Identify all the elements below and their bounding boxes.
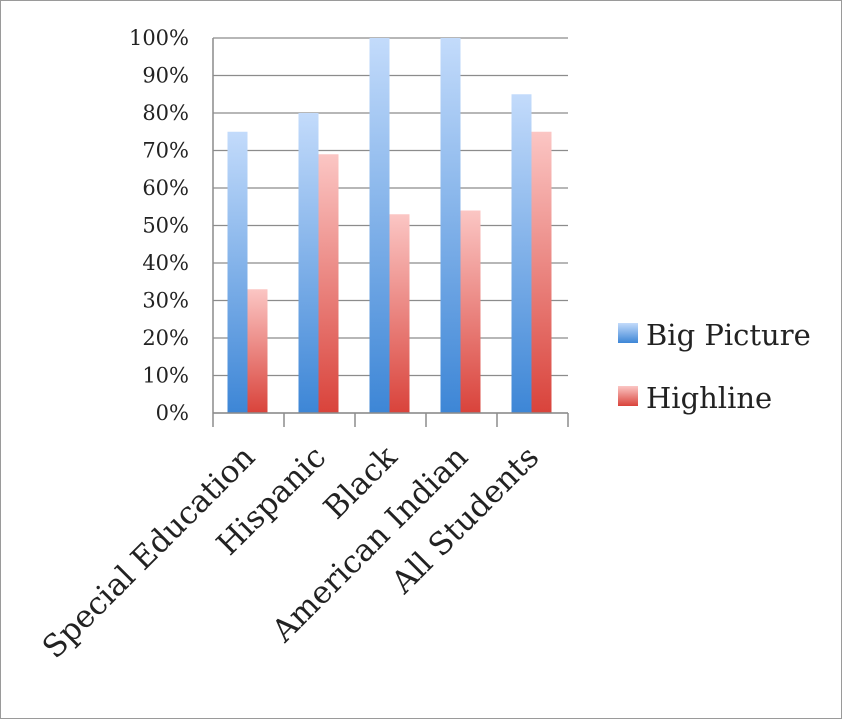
bar-big-picture-american-indian: [440, 38, 461, 413]
y-tick-label: 60%: [142, 176, 189, 200]
legend-swatch-big-picture: [618, 323, 638, 343]
y-tick-label: 20%: [142, 326, 189, 350]
y-tick-label: 50%: [142, 214, 189, 238]
y-tick-label: 30%: [142, 289, 189, 313]
bar-big-picture-hispanic: [298, 113, 319, 413]
bar-highline-black: [389, 214, 410, 413]
y-tick-label: 70%: [142, 139, 189, 163]
bar-big-picture-all-students: [511, 94, 532, 413]
bar-highline-american-indian: [460, 210, 481, 413]
legend: Big Picture Highline: [618, 318, 811, 415]
y-tick-label: 80%: [142, 101, 189, 125]
bar-highline-all-students: [531, 131, 552, 413]
bars: [227, 38, 552, 413]
axes: [212, 38, 569, 427]
legend-label-highline: Highline: [646, 381, 772, 415]
bar-big-picture-black: [369, 38, 390, 413]
y-tick-label: 100%: [129, 26, 189, 50]
legend-label-big-picture: Big Picture: [646, 318, 811, 352]
y-tick-label: 90%: [142, 64, 189, 88]
y-tick-label: 0%: [156, 401, 189, 425]
y-tick-label: 40%: [142, 251, 189, 275]
y-tick-labels: 0% 10% 20% 30% 40% 50% 60% 70% 80% 90% 100%: [129, 26, 189, 425]
bar-big-picture-special-education: [227, 131, 248, 413]
bar-highline-hispanic: [318, 154, 339, 413]
legend-swatch-highline: [618, 386, 638, 406]
y-tick-label: 10%: [142, 364, 189, 388]
bar-highline-special-education: [247, 289, 268, 413]
